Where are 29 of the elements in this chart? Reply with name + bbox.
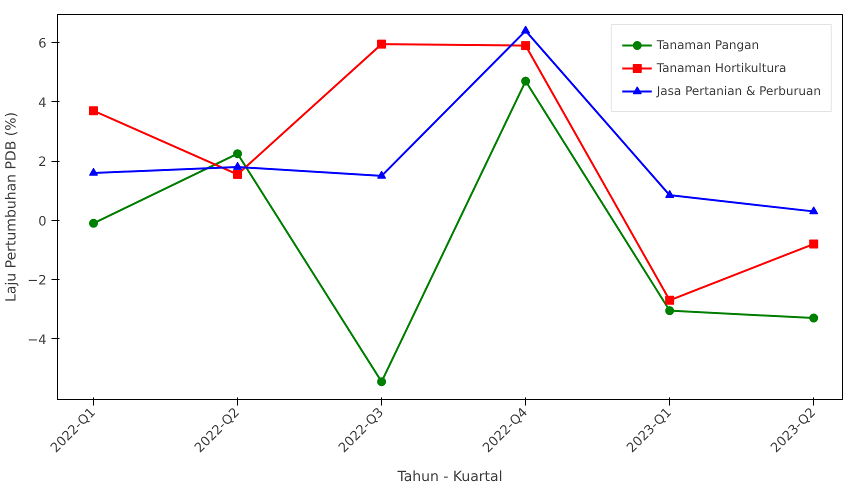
point [377,377,386,386]
y-tick-label: −2 [27,274,47,289]
y-tick-label: 4 [38,96,47,111]
point [233,170,242,179]
point [809,240,818,249]
point [233,149,242,158]
point [809,206,818,214]
y-tick-label: 0 [38,214,47,230]
point [233,162,242,170]
x-axis-title: Tahun - Kuartal [396,469,503,486]
point [377,170,386,179]
point [521,26,530,34]
y-tick-label: −4 [27,332,47,348]
point [665,190,674,198]
legend-label: Jasa Pertanian & Perburuan [656,84,821,98]
point [665,306,674,316]
legend-label: Tanaman Pangan [656,38,760,52]
point [809,314,818,323]
point [89,106,98,116]
y-tick-label: 2 [38,155,47,170]
point [377,40,386,49]
y-axis-title: Laju Pertumbuhan PDB (%) [3,112,20,302]
point [521,76,530,86]
legend-label: Tanaman Hortikultura [656,61,786,75]
point [89,218,98,228]
y-tick-label: 6 [38,36,47,52]
point [521,41,530,50]
point [89,168,98,176]
point [665,296,674,305]
